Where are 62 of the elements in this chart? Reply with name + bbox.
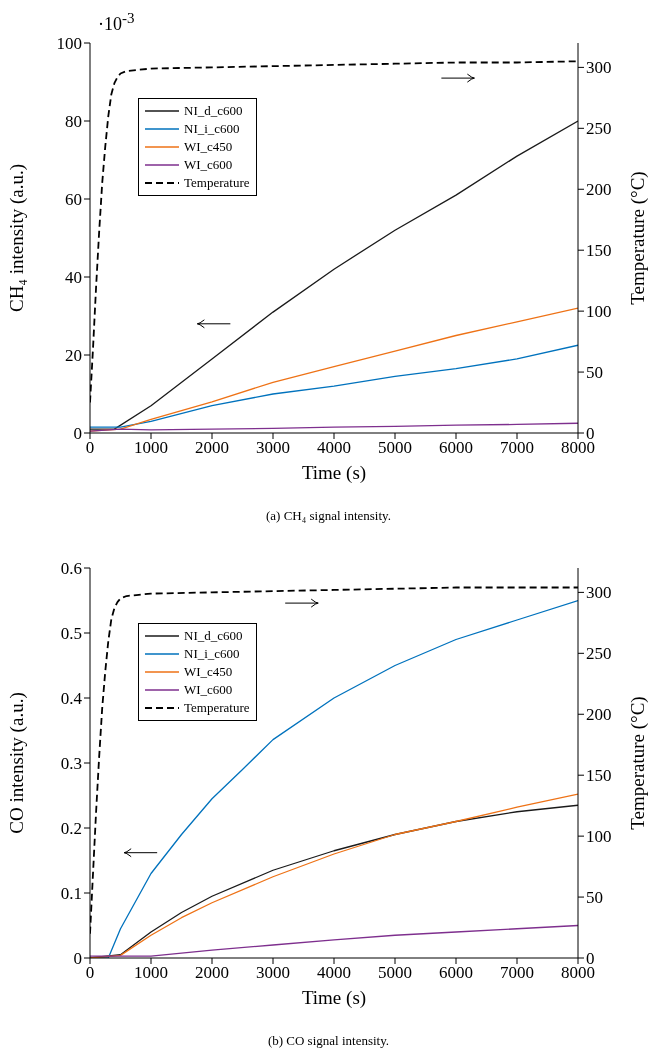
y2-tick-label: 150 xyxy=(586,766,612,786)
line-series xyxy=(90,120,578,430)
legend-label: WI_c600 xyxy=(184,156,233,174)
y-axis-title: CH₄ intensity (a.u.) xyxy=(5,163,28,313)
y2-tick-label: 300 xyxy=(586,583,612,603)
y2-tick-label: 250 xyxy=(586,644,612,664)
y2-tick-label: 200 xyxy=(586,705,612,725)
x-tick-label: 8000 xyxy=(561,963,595,983)
line-series xyxy=(90,344,578,428)
y-axis-title: CO intensity (a.u.) xyxy=(5,692,28,834)
legend-label: Temperature xyxy=(184,174,250,192)
y-tick-label: 0 xyxy=(73,424,82,444)
y2-tick-label: 300 xyxy=(586,58,612,78)
text: (a) CH₄ signal intensity. xyxy=(265,508,392,524)
legend-label: NI_d_c600 xyxy=(184,627,243,645)
legend-label: NI_d_c600 xyxy=(184,102,243,120)
x-tick-label: 3000 xyxy=(256,438,290,458)
legend-label: NI_i_c600 xyxy=(184,120,240,138)
y-tick-label: 0.5 xyxy=(60,624,82,644)
x-tick-label: 2000 xyxy=(195,438,229,458)
y-tick-label: 0.4 xyxy=(60,689,83,709)
legend-label: WI_c450 xyxy=(184,663,233,681)
x-tick-label: 7000 xyxy=(500,438,534,458)
legend-label: NI_i_c600 xyxy=(184,645,240,663)
y2-axis-title: Temperature (°C) xyxy=(626,696,649,830)
x-tick-label: 8000 xyxy=(561,438,595,458)
y-tick-label: 0.1 xyxy=(60,884,82,904)
y2-tick-label: 50 xyxy=(586,363,603,383)
text: (b) CO signal intensity. xyxy=(266,1033,391,1049)
y-tick-label: 0.6 xyxy=(60,559,82,579)
x-tick-label: 6000 xyxy=(439,438,473,458)
x-tick-label: 5000 xyxy=(378,438,412,458)
y2-tick-label: 200 xyxy=(586,180,612,200)
x-tick-label: 3000 xyxy=(256,963,290,983)
y-tick-label: 40 xyxy=(65,268,82,288)
x-tick-label: 4000 xyxy=(317,438,351,458)
y2-tick-label: 250 xyxy=(586,119,612,139)
x-axis-title: Time (s) xyxy=(301,462,367,484)
x-tick-label: 4000 xyxy=(317,963,351,983)
x-tick-label: 5000 xyxy=(378,963,412,983)
y2-axis-title: Temperature (°C) xyxy=(626,171,649,305)
y-tick-label: 0 xyxy=(73,949,82,969)
legend-label: Temperature xyxy=(184,699,250,717)
y-tick-label: 100 xyxy=(56,34,82,54)
y2-tick-label: 100 xyxy=(586,827,612,847)
y2-tick-label: 100 xyxy=(586,302,612,322)
y-tick-label: 20 xyxy=(65,346,82,366)
y-tick-label: 0.3 xyxy=(60,754,82,774)
x-tick-label: 1000 xyxy=(134,438,168,458)
y-tick-label: 60 xyxy=(65,190,82,210)
y2-tick-label: 150 xyxy=(586,241,612,261)
x-tick-label: 6000 xyxy=(439,963,473,983)
y-tick-label: 0.2 xyxy=(60,819,82,839)
legend-label: WI_c450 xyxy=(184,138,233,156)
x-axis-title: Time (s) xyxy=(301,987,367,1009)
x-tick-label: 7000 xyxy=(500,963,534,983)
x-tick-label: 1000 xyxy=(134,963,168,983)
y-tick-label: 80 xyxy=(65,112,82,132)
y2-tick-label: 50 xyxy=(586,888,603,908)
text: ·10$^{-3}$ xyxy=(98,10,135,35)
legend-label: WI_c600 xyxy=(184,681,233,699)
x-tick-label: 2000 xyxy=(195,963,229,983)
